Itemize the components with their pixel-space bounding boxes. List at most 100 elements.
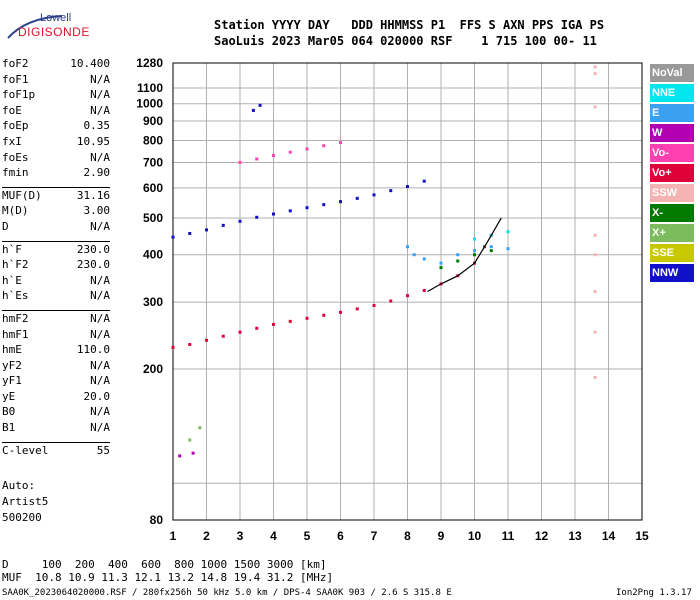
- param-row: h`Es N/A: [2, 288, 110, 304]
- y-tick-label: 1280: [136, 56, 163, 70]
- param-row: foE N/A: [2, 103, 110, 119]
- param-row: fxI 10.95: [2, 134, 110, 150]
- param-name: fxI: [2, 134, 22, 148]
- echo-point: [593, 253, 597, 257]
- param-name: B1: [2, 421, 16, 435]
- echo-point: [389, 299, 393, 303]
- y-tick-label: 800: [143, 133, 163, 147]
- echo-point: [489, 249, 493, 253]
- echo-point: [406, 294, 409, 298]
- echo-point: [188, 438, 192, 442]
- echo-point: [339, 310, 342, 314]
- echo-point: [322, 203, 326, 207]
- param-name: foEp: [2, 119, 29, 133]
- echo-point: [255, 326, 259, 330]
- y-tick-label: 200: [143, 362, 163, 376]
- echo-point: [305, 206, 309, 210]
- param-row: hmF2 N/A: [2, 309, 110, 327]
- echo-point: [339, 141, 342, 145]
- echo-point: [238, 219, 242, 223]
- auto-version: 500200: [2, 511, 42, 524]
- param-name: MUF(D): [2, 188, 42, 202]
- legend-item: X-: [650, 204, 694, 222]
- echo-point: [456, 253, 460, 257]
- echo-point: [456, 259, 460, 263]
- y-tick-label: 900: [143, 114, 163, 128]
- echo-point: [272, 322, 275, 326]
- auto-label: Auto:: [2, 479, 36, 492]
- param-value: N/A: [90, 72, 110, 86]
- x-tick-label: 12: [535, 529, 549, 543]
- param-row: B0 N/A: [2, 404, 110, 420]
- echo-point: [322, 313, 326, 317]
- param-name: M(D): [2, 204, 29, 218]
- param-value: N/A: [90, 421, 110, 435]
- distance-row: D 100 200 400 600 800 1000 1500 3000 [km…: [2, 558, 327, 571]
- param-row: B1 N/A: [2, 420, 110, 436]
- param-value: N/A: [90, 327, 110, 341]
- legend-item: X+: [650, 224, 694, 242]
- param-name: hmF1: [2, 327, 29, 341]
- param-value: 0.35: [83, 119, 111, 133]
- echo-point: [205, 338, 208, 342]
- param-row: fmin 2.90: [2, 165, 110, 181]
- y-tick-label: 300: [143, 295, 163, 309]
- echo-point: [198, 426, 202, 430]
- echo-point: [171, 345, 175, 349]
- param-name: hmE: [2, 343, 22, 357]
- echo-point: [593, 290, 597, 293]
- legend-item: Vo-: [650, 144, 694, 162]
- echo-point: [305, 147, 309, 151]
- echo-point: [593, 72, 597, 76]
- echo-point: [221, 223, 225, 227]
- x-tick-label: 10: [468, 529, 482, 543]
- echo-point: [422, 179, 426, 183]
- param-value: 110.0: [76, 343, 110, 357]
- echo-point: [422, 288, 426, 292]
- param-row: h`E N/A: [2, 273, 110, 289]
- y-tick-label: 700: [143, 155, 163, 169]
- legend-item: Vo+: [650, 164, 694, 182]
- echo-point: [506, 247, 510, 251]
- param-name: yF2: [2, 358, 22, 372]
- param-value: 20.0: [83, 389, 111, 403]
- legend-item: W: [650, 124, 694, 142]
- echo-point: [593, 330, 597, 334]
- param-name: foF1p: [2, 88, 36, 102]
- echo-point: [288, 209, 292, 213]
- x-tick-label: 15: [635, 529, 649, 543]
- echo-point: [188, 231, 192, 235]
- echo-point: [412, 253, 416, 257]
- param-value: N/A: [90, 150, 110, 164]
- param-row: yF1 N/A: [2, 373, 110, 389]
- echo-point: [178, 454, 182, 458]
- param-row: foF1 N/A: [2, 72, 110, 88]
- param-value: 10.95: [76, 134, 110, 148]
- footer-version: Ion2Png 1.3.17: [616, 588, 692, 598]
- param-row: h`F2 230.0: [2, 257, 110, 273]
- echo-point: [339, 200, 342, 204]
- echo-point: [221, 334, 225, 338]
- param-row: hmE 110.0: [2, 342, 110, 358]
- param-row: foEs N/A: [2, 150, 110, 166]
- y-tick-label: 1000: [136, 97, 163, 111]
- param-row: C-level 55: [2, 441, 110, 459]
- param-value: 31.16: [76, 188, 110, 202]
- echo-point: [593, 105, 597, 109]
- scaled-profile-trace: [427, 217, 502, 293]
- param-value: N/A: [90, 358, 110, 372]
- param-name: h`E: [2, 273, 22, 287]
- x-tick-label: 1: [170, 529, 177, 543]
- echo-point: [322, 144, 326, 148]
- y-tick-label: 80: [150, 513, 164, 527]
- param-name: h`F: [2, 242, 22, 256]
- x-tick-label: 13: [568, 529, 582, 543]
- echo-point: [489, 245, 493, 249]
- echo-point: [255, 157, 259, 161]
- echo-point: [389, 189, 393, 193]
- param-value: N/A: [90, 219, 110, 233]
- param-row: MUF(D) 31.16: [2, 186, 110, 204]
- legend-item: SSW: [650, 184, 694, 202]
- param-row: foF2 10.400: [2, 56, 110, 72]
